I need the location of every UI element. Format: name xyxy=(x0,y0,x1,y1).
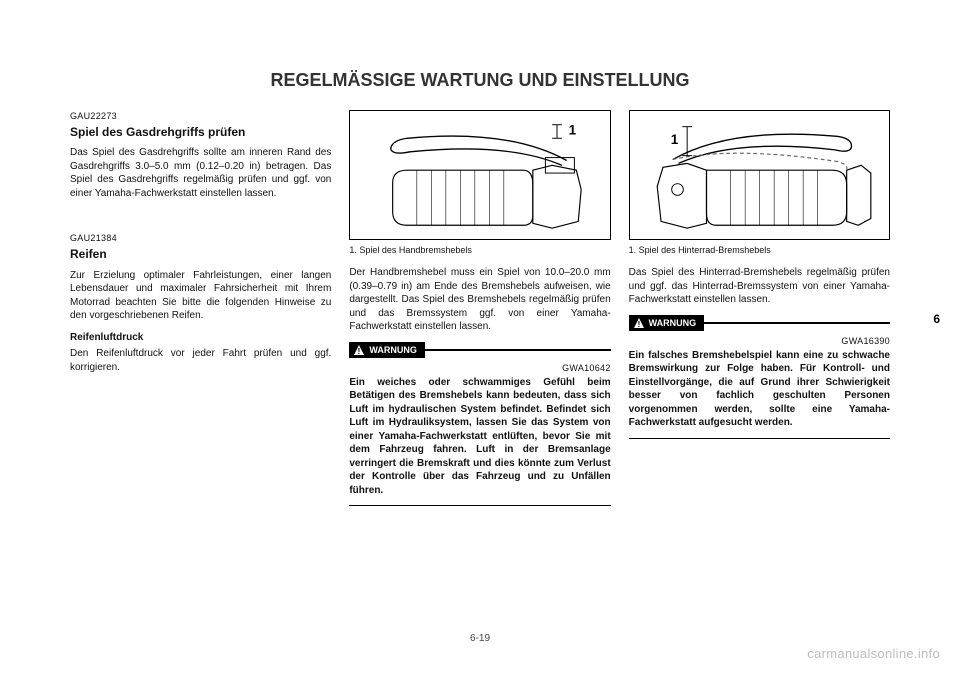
figure-caption: 1. Spiel des Hinterrad-Bremshebels xyxy=(629,244,890,256)
column-2: 1 1. Spiel des Handbremshebels Der Handb… xyxy=(349,110,610,610)
warning-header: ! WARNUNG xyxy=(629,315,890,331)
gau-code: GAU22273 xyxy=(70,110,331,122)
header-title: REGELMÄSSIGE WARTUNG UND EINSTELLUNG xyxy=(270,70,689,91)
warning-text: Ein weiches oder schwammiges Gefühl beim… xyxy=(349,376,610,498)
warning-triangle-icon: ! xyxy=(353,344,365,356)
content-columns: GAU22273 Spiel des Gasdrehgriffs prüfen … xyxy=(70,110,890,610)
subsection-title: Reifenluftdruck xyxy=(70,331,331,345)
svg-text:!: ! xyxy=(358,347,361,356)
warning-text: Ein falsches Bremshebelspiel kann eine z… xyxy=(629,349,890,430)
warning-label-box: ! WARNUNG xyxy=(629,315,705,331)
page-number: 6-19 xyxy=(0,633,960,644)
svg-text:!: ! xyxy=(637,320,640,329)
warning-label-text: WARNUNG xyxy=(649,317,697,329)
section-title: Spiel des Gasdrehgriffs prüfen xyxy=(70,124,331,140)
svg-text:1: 1 xyxy=(670,132,678,147)
warn-code: GWA16390 xyxy=(629,335,890,347)
body-text: Das Spiel des Hinterrad-Bremshebels rege… xyxy=(629,266,890,307)
manual-page: REGELMÄSSIGE WARTUNG UND EINSTELLUNG GAU… xyxy=(70,70,890,610)
column-1: GAU22273 Spiel des Gasdrehgriffs prüfen … xyxy=(70,110,331,610)
warning-rule xyxy=(704,322,890,324)
body-text: Den Reifenluftdruck vor jeder Fahrt prüf… xyxy=(70,347,331,374)
warning-rule xyxy=(425,349,611,351)
body-text: Das Spiel des Gasdrehgriffs sollte am in… xyxy=(70,146,331,200)
gau-code: GAU21384 xyxy=(70,232,331,244)
warning-label-box: ! WARNUNG xyxy=(349,342,425,358)
figure-front-brake-lever: 1 xyxy=(349,110,610,240)
warn-code: GWA10642 xyxy=(349,362,610,374)
warning-triangle-icon: ! xyxy=(633,317,645,329)
end-rule xyxy=(349,505,610,506)
chapter-tab: 6 xyxy=(933,312,940,326)
column-3: 1 1. Spiel des Hinterrad-Bremshebels Das… xyxy=(629,110,890,610)
figure-caption: 1. Spiel des Handbremshebels xyxy=(349,244,610,256)
section-title: Reifen xyxy=(70,246,331,262)
figure-rear-brake-lever: 1 xyxy=(629,110,890,240)
end-rule xyxy=(629,438,890,439)
watermark: carmanualsonline.info xyxy=(807,646,940,661)
warning-header: ! WARNUNG xyxy=(349,342,610,358)
brake-lever-right-diagram: 1 xyxy=(356,117,603,233)
page-header: REGELMÄSSIGE WARTUNG UND EINSTELLUNG xyxy=(70,70,890,110)
brake-lever-left-diagram: 1 xyxy=(636,117,883,233)
body-text: Zur Erzielung optimaler Fahrleistungen, … xyxy=(70,269,331,323)
body-text: Der Handbremshebel muss ein Spiel von 10… xyxy=(349,266,610,334)
svg-text:1: 1 xyxy=(569,122,577,137)
warning-label-text: WARNUNG xyxy=(369,344,417,356)
